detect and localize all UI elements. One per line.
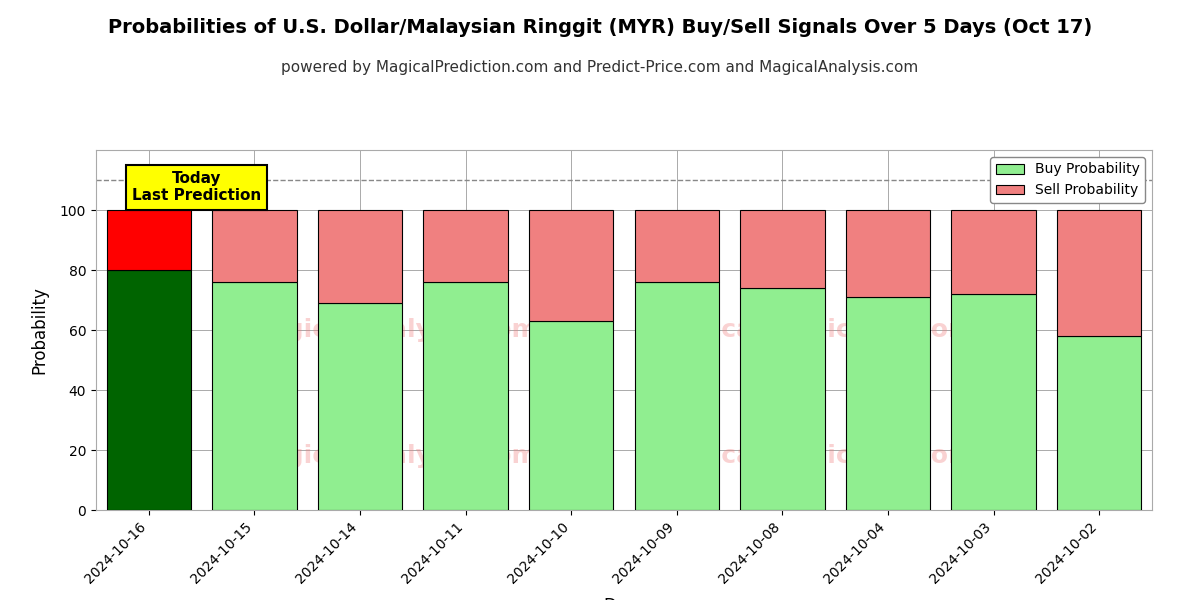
- Bar: [952, 294, 1036, 510]
- Bar: [318, 303, 402, 510]
- Bar: [107, 210, 191, 270]
- Text: Today
Last Prediction: Today Last Prediction: [132, 171, 260, 203]
- Text: MagicalAnalysis.com: MagicalAnalysis.com: [245, 318, 539, 342]
- Bar: [846, 210, 930, 297]
- Text: MagicalPrediction.com: MagicalPrediction.com: [654, 444, 974, 468]
- Text: Probabilities of U.S. Dollar/Malaysian Ringgit (MYR) Buy/Sell Signals Over 5 Day: Probabilities of U.S. Dollar/Malaysian R…: [108, 18, 1092, 37]
- Bar: [424, 282, 508, 510]
- Bar: [846, 297, 930, 510]
- X-axis label: Days: Days: [604, 598, 644, 600]
- Text: powered by MagicalPrediction.com and Predict-Price.com and MagicalAnalysis.com: powered by MagicalPrediction.com and Pre…: [281, 60, 919, 75]
- Bar: [212, 210, 296, 282]
- Bar: [1057, 210, 1141, 336]
- Text: MagicalAnalysis.com: MagicalAnalysis.com: [245, 444, 539, 468]
- Legend: Buy Probability, Sell Probability: Buy Probability, Sell Probability: [990, 157, 1145, 203]
- Bar: [529, 210, 613, 321]
- Bar: [635, 282, 719, 510]
- Bar: [424, 210, 508, 282]
- Bar: [740, 288, 824, 510]
- Bar: [107, 270, 191, 510]
- Bar: [318, 210, 402, 303]
- Bar: [1057, 336, 1141, 510]
- Bar: [740, 210, 824, 288]
- Text: MagicalPrediction.com: MagicalPrediction.com: [654, 318, 974, 342]
- Bar: [952, 210, 1036, 294]
- Bar: [212, 282, 296, 510]
- Y-axis label: Probability: Probability: [31, 286, 49, 374]
- Bar: [635, 210, 719, 282]
- Bar: [529, 321, 613, 510]
